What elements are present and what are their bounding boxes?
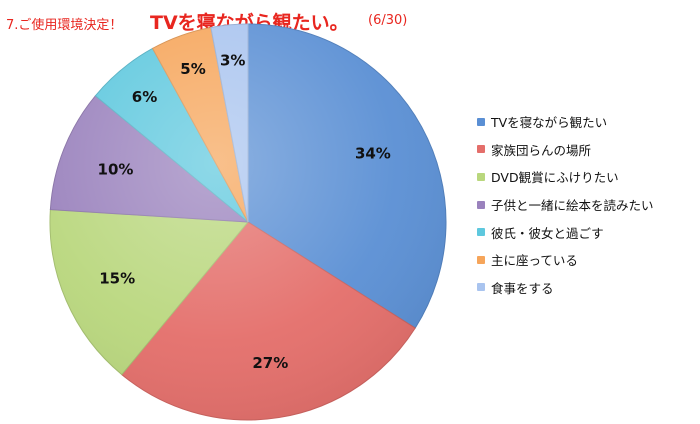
legend-swatch bbox=[477, 228, 485, 237]
legend-swatch bbox=[477, 255, 485, 264]
legend-label: 子供と一緒に絵本を読みたい bbox=[491, 198, 654, 214]
legend-label: 主に座っている bbox=[491, 253, 578, 269]
slice-label-1: 34% bbox=[355, 144, 391, 162]
legend-label: 彼氏・彼女と過ごす bbox=[491, 225, 604, 241]
slice-label-6: 5% bbox=[180, 60, 205, 78]
slice-label-7: 3% bbox=[220, 51, 245, 69]
legend-label: 食事をする bbox=[491, 280, 554, 296]
legend-label: 家族団らんの場所 bbox=[491, 142, 592, 158]
chart-legend: TVを寝ながら観たい 家族団らんの場所 DVD観賞にふけりたい子供と一緒に絵本を読み… bbox=[477, 108, 697, 301]
legend-label: DVD観賞にふけりたい bbox=[491, 170, 619, 186]
legend-swatch bbox=[477, 200, 485, 209]
legend-swatch bbox=[477, 172, 485, 181]
legend-item: 彼氏・彼女と過ごす bbox=[477, 218, 697, 246]
legend-item: TVを寝ながら観たい bbox=[477, 108, 697, 136]
legend-item: 子供と一緒に絵本を読みたい bbox=[477, 191, 697, 219]
slice-label-4: 10% bbox=[98, 161, 134, 179]
slice-label-2: 27% bbox=[252, 354, 288, 372]
legend-item: 主に座っている bbox=[477, 246, 697, 274]
slice-label-5: 6% bbox=[132, 88, 157, 106]
slice-label-3: 15% bbox=[99, 270, 135, 288]
legend-item: 家族団らんの場所 bbox=[477, 136, 697, 164]
legend-item: DVD観賞にふけりたい bbox=[477, 163, 697, 191]
legend-item: 食事をする bbox=[477, 274, 697, 302]
legend-swatch bbox=[477, 283, 485, 292]
legend-swatch bbox=[477, 145, 485, 154]
legend-label: TVを寝ながら観たい bbox=[491, 115, 608, 131]
legend-swatch bbox=[477, 117, 485, 126]
